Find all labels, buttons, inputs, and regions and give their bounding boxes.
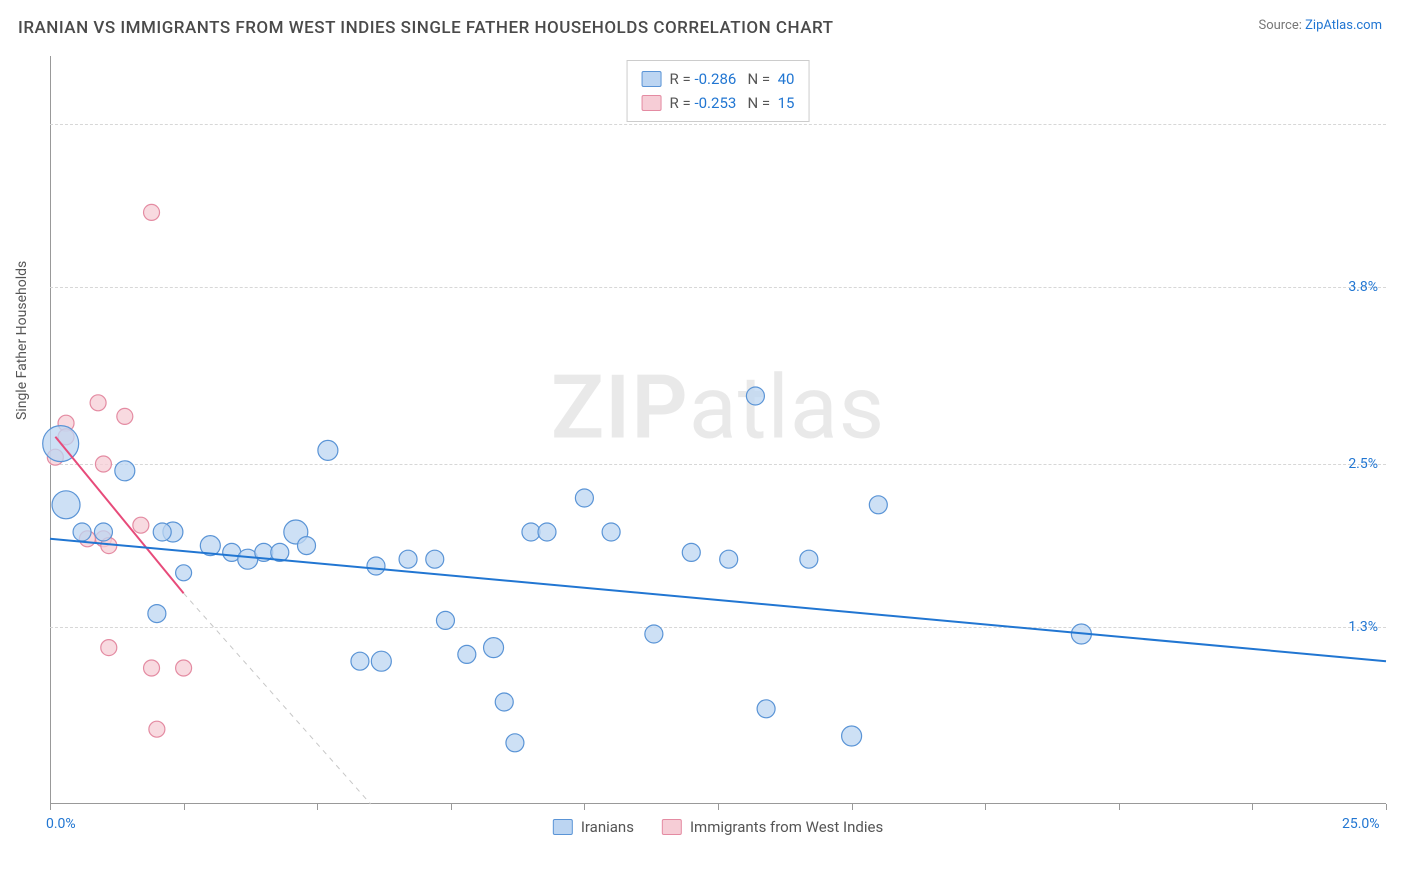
legend-swatch	[553, 819, 573, 835]
x-tick-mark	[1386, 804, 1387, 810]
data-point	[149, 721, 165, 737]
data-point	[318, 440, 338, 460]
x-tick-mark	[852, 804, 853, 810]
scatter-plot-svg	[50, 56, 1386, 804]
chart-title: IRANIAN VS IMMIGRANTS FROM WEST INDIES S…	[18, 18, 833, 38]
data-point	[148, 605, 166, 623]
data-point	[682, 543, 700, 561]
data-point	[426, 550, 444, 568]
data-point	[484, 638, 504, 658]
data-point	[436, 611, 454, 629]
plot-area: ZIPatlas 1.3%2.5%3.8% 0.0%25.0% R = -0.2…	[50, 56, 1386, 804]
data-point	[117, 408, 133, 424]
data-point	[133, 517, 149, 533]
data-point	[575, 489, 593, 507]
data-point	[153, 523, 171, 541]
x-tick-mark	[50, 804, 51, 810]
legend-row: R = -0.253 N = 15	[642, 91, 795, 115]
x-tick-mark	[317, 804, 318, 810]
data-point	[602, 523, 620, 541]
source-link[interactable]: ZipAtlas.com	[1305, 18, 1382, 33]
x-tick-mark	[985, 804, 986, 810]
series-legend: Iranians Immigrants from West Indies	[553, 818, 883, 836]
x-tick-mark	[451, 804, 452, 810]
data-point	[52, 491, 80, 519]
legend-swatch	[642, 71, 662, 87]
y-axis-label: Single Father Households	[14, 261, 30, 420]
data-point	[90, 395, 106, 411]
legend-swatch	[662, 819, 682, 835]
legend-row: R = -0.286 N = 40	[642, 67, 795, 91]
data-point	[506, 734, 524, 752]
data-point	[746, 387, 764, 405]
data-point	[101, 640, 117, 656]
data-point	[176, 660, 192, 676]
legend-label: Iranians	[581, 818, 634, 836]
regression-extension	[184, 593, 371, 804]
data-point	[720, 550, 738, 568]
data-point	[298, 537, 316, 555]
data-point	[351, 652, 369, 670]
x-tick-mark	[1252, 804, 1253, 810]
correlation-legend: R = -0.286 N = 40R = -0.253 N = 15	[627, 60, 810, 122]
data-point	[522, 523, 540, 541]
data-point	[94, 523, 112, 541]
data-point	[399, 550, 417, 568]
data-point	[645, 625, 663, 643]
data-point	[95, 456, 111, 472]
x-tick-mark	[718, 804, 719, 810]
data-point	[757, 700, 775, 718]
x-tick-label: 25.0%	[1342, 816, 1380, 832]
data-point	[800, 550, 818, 568]
data-point	[869, 496, 887, 514]
data-point	[538, 523, 556, 541]
x-tick-mark	[584, 804, 585, 810]
legend-label: Immigrants from West Indies	[690, 818, 883, 836]
data-point	[458, 645, 476, 663]
data-point	[144, 660, 160, 676]
data-point	[144, 204, 160, 220]
source-attribution: Source: ZipAtlas.com	[1258, 18, 1382, 33]
data-point	[371, 651, 391, 671]
regression-line	[50, 539, 1386, 661]
data-point	[842, 726, 862, 746]
legend-swatch	[642, 95, 662, 111]
legend-item: Iranians	[553, 818, 634, 836]
x-tick-label: 0.0%	[46, 816, 76, 832]
x-tick-mark	[184, 804, 185, 810]
data-point	[73, 523, 91, 541]
data-point	[367, 557, 385, 575]
data-point	[176, 565, 192, 581]
x-tick-mark	[1119, 804, 1120, 810]
data-point	[115, 461, 135, 481]
legend-item: Immigrants from West Indies	[662, 818, 883, 836]
data-point	[495, 693, 513, 711]
